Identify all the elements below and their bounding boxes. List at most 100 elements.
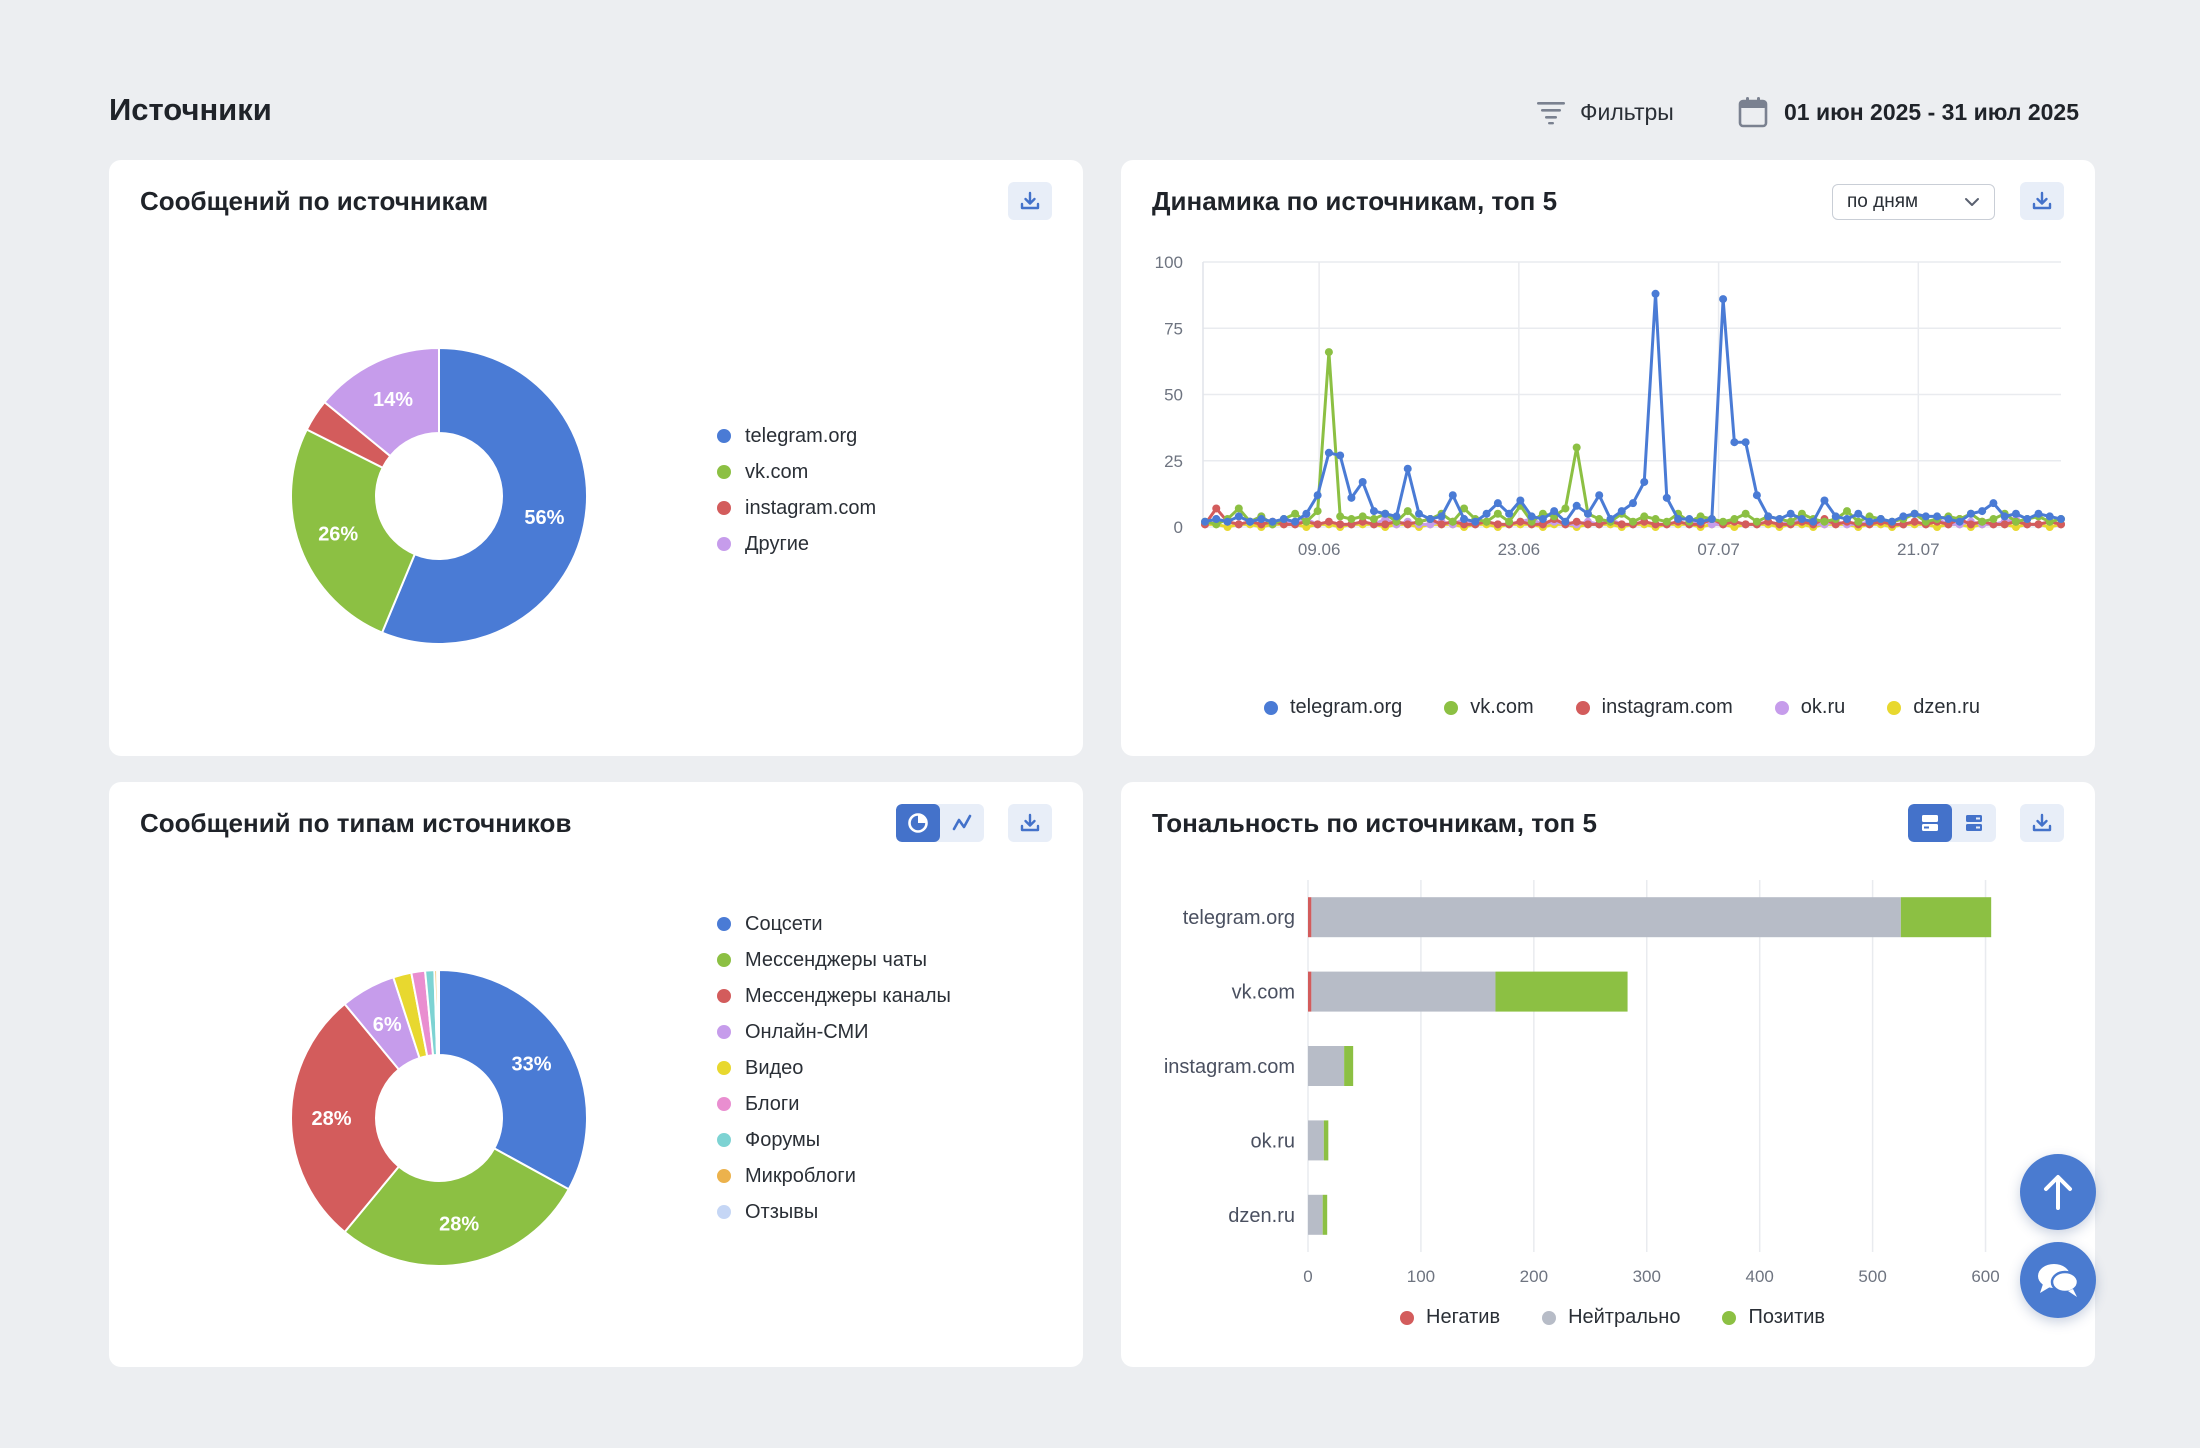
data-point[interactable] [1415, 517, 1423, 526]
pie-slice[interactable] [290, 1002, 401, 1234]
data-point[interactable] [1876, 515, 1885, 524]
data-point[interactable] [1369, 515, 1378, 524]
stacked-layout-toggle[interactable] [1908, 804, 1952, 842]
data-point[interactable] [1606, 515, 1615, 524]
pie-slice[interactable] [343, 1146, 571, 1267]
bar-segment-Нейтрально[interactable] [1311, 971, 1496, 1012]
data-point[interactable] [1561, 517, 1570, 526]
data-point[interactable] [1246, 517, 1255, 526]
data-point[interactable] [1640, 477, 1649, 486]
data-point[interactable] [1583, 520, 1592, 529]
data-point[interactable] [1336, 520, 1345, 529]
data-point[interactable] [1820, 496, 1829, 505]
bar-segment-Позитив[interactable] [1323, 1120, 1329, 1161]
legend-item[interactable]: dzen.ru [1887, 696, 1980, 719]
data-point[interactable] [1347, 515, 1356, 524]
data-point[interactable] [1448, 491, 1457, 500]
data-point[interactable] [1764, 512, 1773, 521]
legend-item[interactable]: Отзывы [717, 1194, 951, 1230]
data-point[interactable] [1358, 477, 1367, 486]
data-point[interactable] [1212, 504, 1221, 513]
pie-slice[interactable] [380, 346, 588, 645]
data-point[interactable] [1223, 517, 1232, 526]
download-button[interactable] [1008, 804, 1052, 842]
data-point[interactable] [1482, 509, 1491, 518]
data-point[interactable] [1685, 515, 1694, 524]
data-point[interactable] [1415, 509, 1423, 518]
data-point[interactable] [2000, 512, 2009, 521]
data-point[interactable] [1583, 509, 1592, 518]
legend-item[interactable]: Микроблоги [717, 1158, 951, 1194]
data-point[interactable] [1696, 517, 1705, 526]
legend-item[interactable]: Блоги [717, 1086, 951, 1122]
data-point[interactable] [1662, 517, 1671, 526]
data-point[interactable] [2011, 509, 2020, 518]
data-point[interactable] [1358, 512, 1367, 521]
data-point[interactable] [1291, 517, 1300, 526]
data-point[interactable] [1403, 507, 1412, 516]
data-point[interactable] [1313, 491, 1322, 500]
data-point[interactable] [1651, 289, 1660, 298]
legend-item[interactable]: Соцсети [717, 906, 951, 942]
date-range-picker[interactable]: 01 июн 2025 - 31 июл 2025 [1738, 94, 2079, 130]
data-point[interactable] [1324, 348, 1333, 357]
data-point[interactable] [2011, 517, 2020, 526]
data-point[interactable] [1831, 512, 1840, 521]
data-point[interactable] [1471, 517, 1480, 526]
data-point[interactable] [1460, 515, 1469, 524]
data-point[interactable] [1437, 512, 1446, 521]
data-point[interactable] [1234, 520, 1243, 529]
data-point[interactable] [1426, 515, 1435, 524]
download-button[interactable] [2020, 182, 2064, 220]
legend-item[interactable]: instagram.com [1575, 696, 1733, 719]
data-point[interactable] [1730, 438, 1739, 447]
data-point[interactable] [1347, 493, 1356, 502]
data-point[interactable] [1234, 504, 1243, 513]
data-point[interactable] [2045, 512, 2054, 521]
data-point[interactable] [1786, 509, 1795, 518]
legend-item[interactable]: vk.com [717, 454, 876, 490]
legend-item[interactable]: Форумы [717, 1122, 951, 1158]
data-point[interactable] [1538, 515, 1547, 524]
data-point[interactable] [1617, 520, 1626, 529]
data-point[interactable] [1572, 443, 1581, 452]
data-point[interactable] [1336, 512, 1345, 521]
bar-segment-Позитив[interactable] [1344, 1046, 1354, 1086]
data-point[interactable] [1966, 509, 1975, 518]
legend-item[interactable]: vk.com [1444, 696, 1534, 719]
data-point[interactable] [1629, 517, 1637, 526]
data-point[interactable] [1313, 507, 1322, 516]
legend-item[interactable]: telegram.org [717, 418, 876, 454]
data-point[interactable] [1843, 515, 1851, 524]
data-point[interactable] [1561, 504, 1570, 513]
data-point[interactable] [1730, 515, 1739, 524]
data-point[interactable] [1707, 515, 1716, 524]
data-point[interactable] [1516, 496, 1525, 505]
data-point[interactable] [1966, 520, 1975, 529]
data-point[interactable] [2034, 520, 2043, 529]
data-point[interactable] [1493, 499, 1502, 508]
legend-item[interactable]: Мессенджеры чаты [717, 942, 951, 978]
bar-segment-Негатив[interactable] [1308, 897, 1312, 938]
data-point[interactable] [1843, 507, 1851, 516]
data-point[interactable] [1448, 517, 1457, 526]
data-point[interactable] [2057, 515, 2065, 524]
legend-item[interactable]: Позитив [1722, 1306, 1825, 1329]
data-point[interactable] [1313, 520, 1322, 529]
data-point[interactable] [1291, 509, 1300, 518]
data-point[interactable] [1854, 509, 1863, 518]
data-point[interactable] [1888, 517, 1897, 526]
data-point[interactable] [1201, 517, 1209, 526]
data-point[interactable] [1989, 515, 1998, 524]
bar-segment-Позитив[interactable] [1495, 971, 1628, 1012]
data-point[interactable] [1910, 517, 1919, 526]
data-point[interactable] [1719, 517, 1728, 526]
data-point[interactable] [1786, 517, 1795, 526]
pie-slice[interactable] [323, 346, 440, 458]
data-point[interactable] [1392, 512, 1401, 521]
bar-segment-Нейтрально[interactable] [1308, 1194, 1323, 1235]
bar-segment-Позитив[interactable] [1900, 897, 1992, 938]
bar-segment-Позитив[interactable] [1322, 1194, 1328, 1235]
grouped-layout-toggle[interactable] [1952, 804, 1996, 842]
data-point[interactable] [2000, 520, 2009, 529]
